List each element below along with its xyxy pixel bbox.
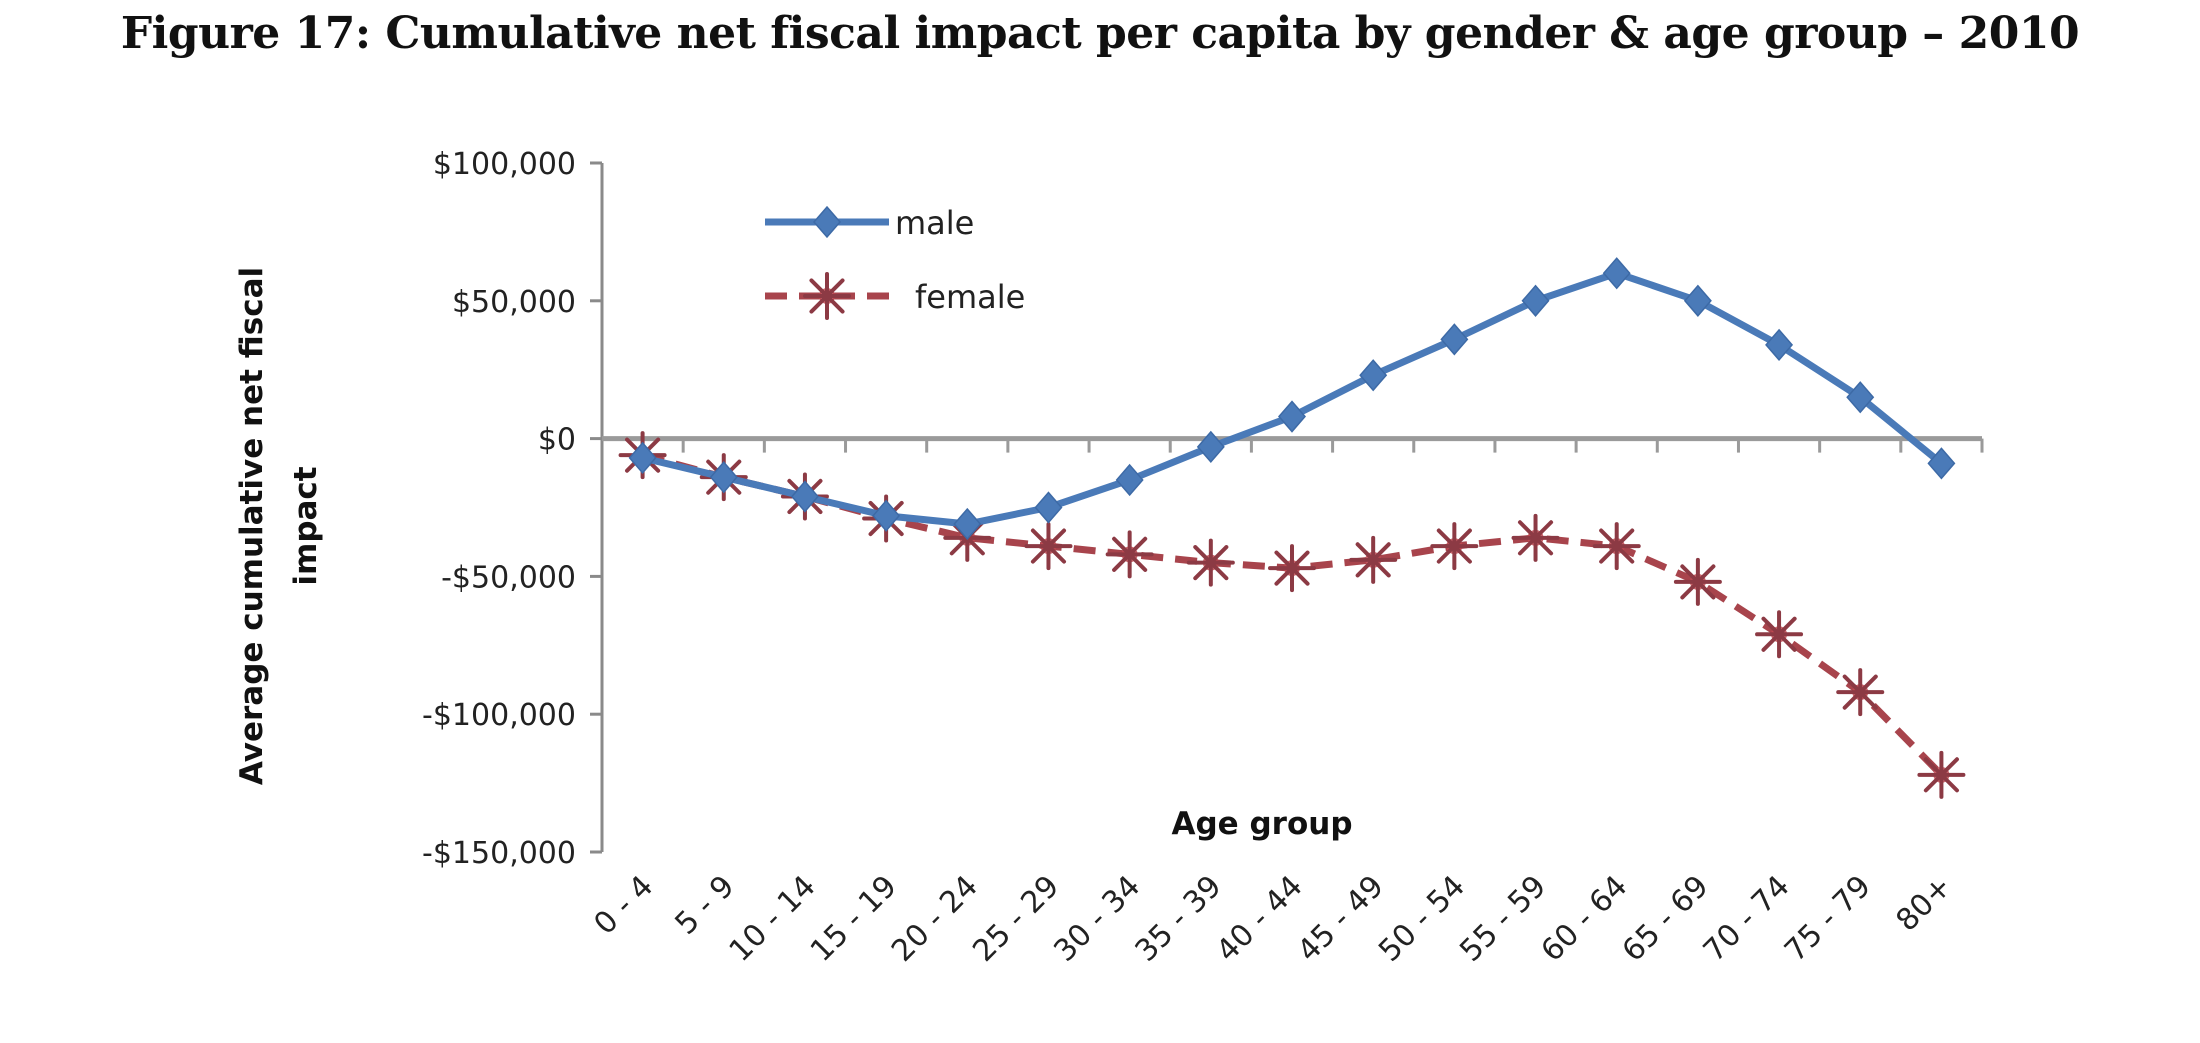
y-axis-title-line-2: impact — [288, 466, 324, 585]
data-point-female — [1917, 750, 1966, 799]
data-point-female — [1186, 538, 1235, 587]
x-tick-label: 25 - 29 — [966, 869, 1066, 969]
series-layer — [618, 257, 1966, 799]
legend-item-male: male — [765, 204, 974, 242]
y-axis-title: Average cumulative net fiscal impact — [234, 267, 324, 785]
data-point-male — [1846, 381, 1875, 414]
legend-marker-diamond — [813, 205, 841, 239]
data-point-male — [1602, 257, 1631, 290]
data-point-male — [1521, 284, 1550, 317]
y-tick-label: -$50,000 — [441, 560, 576, 595]
series-line-male — [641, 269, 1944, 528]
x-tick-label: 65 - 69 — [1616, 869, 1716, 969]
y-tick-label: $50,000 — [452, 285, 576, 320]
data-point-male — [1034, 491, 1063, 524]
data-point-male — [1440, 323, 1469, 356]
x-tick-label: 5 - 9 — [669, 869, 742, 942]
data-point-male — [1683, 284, 1712, 317]
x-tick-label: 70 - 74 — [1697, 869, 1797, 969]
y-tick-label: -$150,000 — [422, 836, 576, 871]
data-point-female — [1836, 668, 1885, 717]
legend-item-female: female — [765, 272, 1025, 320]
data-point-male — [1278, 400, 1306, 433]
x-tick-label: 0 - 4 — [587, 869, 660, 942]
x-tick-label: 60 - 64 — [1534, 869, 1634, 969]
data-point-female — [1105, 530, 1154, 579]
x-tick-label: 75 - 79 — [1778, 869, 1878, 969]
data-point-male — [1765, 328, 1794, 362]
data-point-female — [1592, 522, 1641, 571]
x-tick-label: 20 - 24 — [885, 869, 985, 969]
x-tick-label: 15 - 19 — [804, 869, 904, 969]
x-tick-label: 55 - 59 — [1453, 869, 1553, 969]
data-point-male — [1196, 430, 1225, 464]
data-point-female — [1755, 610, 1804, 659]
x-tick-label: 80+ — [1890, 869, 1960, 939]
y-tick-labels: $100,000 $50,000 $0 -$50,000 -$100,000 -$150,… — [422, 147, 576, 871]
data-point-male — [953, 507, 982, 541]
data-point-female — [1268, 544, 1316, 593]
data-point-female — [1430, 522, 1479, 571]
y-tick-label: -$100,000 — [422, 698, 576, 733]
data-point-male — [790, 480, 819, 513]
x-tick-label: 30 - 34 — [1047, 869, 1147, 969]
data-point-male — [1927, 447, 1956, 480]
series-female — [618, 431, 1966, 799]
y-tick-label: $0 — [538, 423, 576, 458]
legend-label: male — [895, 204, 974, 242]
y-tick-label: $100,000 — [433, 147, 576, 182]
x-axis-title: Age group — [1171, 806, 1352, 842]
data-point-male — [628, 441, 657, 475]
series-male — [628, 257, 1956, 541]
data-point-male — [872, 499, 901, 532]
legend: male female — [765, 204, 1025, 320]
legend-marker-star — [803, 272, 851, 320]
legend-label: female — [915, 278, 1025, 316]
x-tick-label: 50 - 54 — [1372, 869, 1472, 969]
data-point-male — [1359, 359, 1388, 392]
axes — [590, 161, 1984, 854]
data-point-male — [1115, 463, 1144, 497]
x-tick-label: 45 - 49 — [1291, 869, 1391, 969]
data-point-male — [709, 461, 738, 494]
data-point-female — [1673, 557, 1722, 606]
data-point-female — [1349, 535, 1398, 584]
x-tick-label: 10 - 14 — [723, 869, 823, 969]
data-point-female — [1024, 522, 1073, 571]
chart-title: Figure 17: Cumulative net fiscal impact … — [120, 8, 2080, 59]
data-point-female — [1511, 513, 1560, 562]
x-tick-label: 40 - 44 — [1210, 869, 1310, 969]
x-tick-label: 35 - 39 — [1129, 869, 1229, 969]
y-axis-title-line-1: Average cumulative net fiscal — [234, 267, 270, 785]
